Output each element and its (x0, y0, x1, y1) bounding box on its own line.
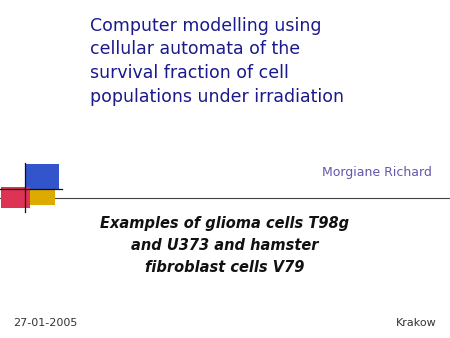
Bar (25, 164, 59, 189)
Text: Krakow: Krakow (396, 318, 436, 328)
Bar (30, 189, 55, 205)
Text: 27-01-2005: 27-01-2005 (14, 318, 78, 328)
Bar (1, 187, 30, 208)
Text: Morgiane Richard: Morgiane Richard (322, 166, 432, 179)
Text: Computer modelling using
cellular automata of the
survival fraction of cell
popu: Computer modelling using cellular automa… (90, 17, 344, 106)
Text: Examples of glioma cells T98g
and U373 and hamster
fibroblast cells V79: Examples of glioma cells T98g and U373 a… (100, 216, 350, 274)
